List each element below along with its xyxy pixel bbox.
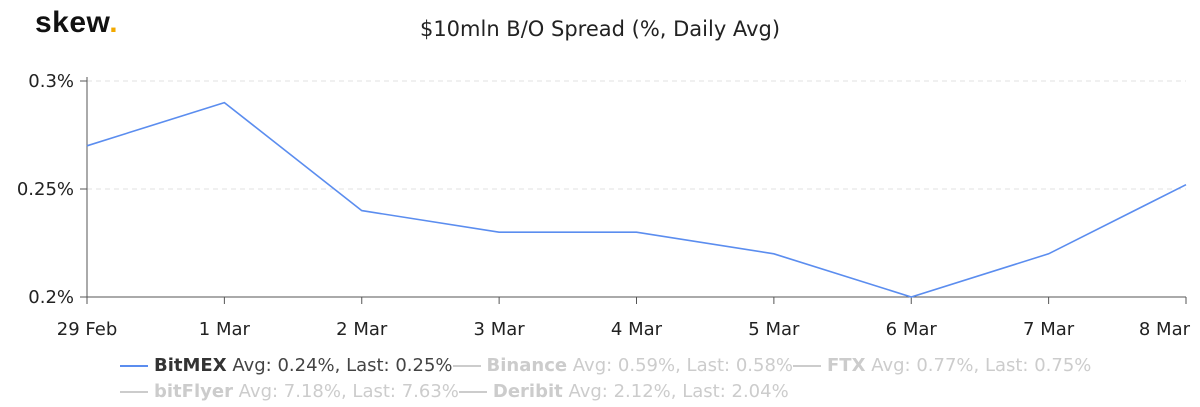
legend-item-bitmex[interactable]: BitMEX Avg: 0.24%, Last: 0.25% (120, 355, 453, 376)
legend-swatch (120, 365, 148, 367)
legend-series-name: BitMEX (154, 355, 227, 376)
legend: BitMEX Avg: 0.24%, Last: 0.25%Binance Av… (120, 355, 1091, 407)
x-tick-label: 1 Mar (199, 319, 251, 340)
x-tick-label: 6 Mar (886, 319, 938, 340)
legend-swatch (459, 391, 487, 393)
y-tick-label: 0.3% (28, 71, 74, 92)
series-lines (87, 103, 1186, 298)
legend-swatch (120, 391, 148, 393)
x-tick-label: 3 Mar (474, 319, 526, 340)
legend-series-stats: Avg: 7.18%, Last: 7.63% (233, 381, 459, 402)
legend-item-deribit[interactable]: Deribit Avg: 2.12%, Last: 2.04% (459, 381, 789, 402)
legend-item-ftx[interactable]: FTX Avg: 0.77%, Last: 0.75% (793, 355, 1091, 376)
x-tick-label: 5 Mar (748, 319, 800, 340)
tick-labels: 0.2% 0.25% 0.3% 29 Feb 1 Mar 2 Mar 3 Mar 4 Mar 5… (17, 71, 1191, 340)
grid-lines (87, 81, 1186, 189)
legend-series-stats: Avg: 0.24%, Last: 0.25% (227, 355, 453, 376)
y-tick-label: 0.25% (17, 179, 74, 200)
legend-series-name: FTX (827, 355, 865, 376)
legend-item-binance[interactable]: Binance Avg: 0.59%, Last: 0.58% (453, 355, 793, 376)
legend-series-stats: Avg: 0.77%, Last: 0.75% (865, 355, 1091, 376)
axes (80, 77, 1186, 304)
legend-item-bitflyer[interactable]: bitFlyer Avg: 7.18%, Last: 7.63% (120, 381, 459, 402)
x-tick-label: 7 Mar (1023, 319, 1075, 340)
legend-series-stats: Avg: 2.12%, Last: 2.04% (563, 381, 789, 402)
series-line-bitmex (87, 103, 1186, 297)
x-tick-label: 2 Mar (336, 319, 388, 340)
x-tick-label: 4 Mar (611, 319, 663, 340)
legend-series-name: Binance (487, 355, 568, 376)
legend-series-name: bitFlyer (154, 381, 233, 402)
x-tick-label: 8 Mar (1139, 319, 1191, 340)
legend-series-stats: Avg: 0.59%, Last: 0.58% (567, 355, 793, 376)
legend-swatch (453, 365, 481, 367)
x-tick-label: 29 Feb (57, 319, 118, 340)
legend-row: BitMEX Avg: 0.24%, Last: 0.25%Binance Av… (120, 355, 1091, 381)
legend-series-name: Deribit (493, 381, 563, 402)
legend-row: bitFlyer Avg: 7.18%, Last: 7.63%Deribit … (120, 381, 1091, 407)
legend-swatch (793, 365, 821, 367)
y-tick-label: 0.2% (28, 287, 74, 308)
